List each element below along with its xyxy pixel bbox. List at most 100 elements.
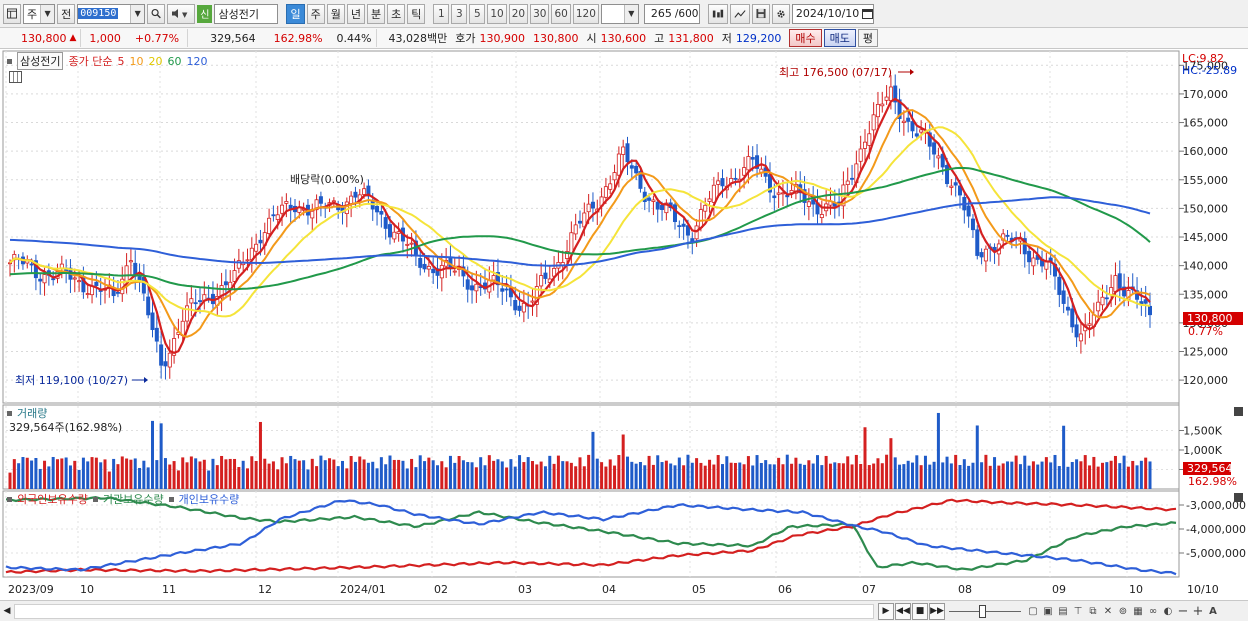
horizontal-scrollbar[interactable]: [14, 603, 874, 619]
price-tick-label: 175,000: [1183, 59, 1229, 72]
search-icon[interactable]: [147, 3, 166, 24]
volume-bar: [513, 466, 517, 489]
period-tab-day[interactable]: 일: [286, 3, 305, 24]
volume-bar: [56, 459, 59, 489]
copy-icon[interactable]: ⧉: [1089, 605, 1097, 617]
volume-bar: [915, 455, 919, 489]
volume-bar: [306, 469, 310, 489]
evaluate-button[interactable]: 평: [857, 29, 878, 47]
draw-icon[interactable]: [729, 3, 750, 24]
volume-bar: [297, 460, 301, 489]
rewind-icon[interactable]: ◀◀: [895, 602, 911, 620]
interval-3[interactable]: 3: [451, 3, 468, 24]
up-arrow-icon: ▲: [69, 33, 77, 43]
x-tick-label: 03: [518, 583, 532, 596]
interval-120[interactable]: 120: [572, 3, 599, 24]
stock-code-input[interactable]: 009150 ▼: [77, 3, 146, 24]
period-tab-month[interactable]: 월: [326, 3, 345, 24]
volume-bar: [159, 423, 163, 489]
candle-body: [362, 188, 367, 195]
volume-bar: [470, 462, 474, 489]
candle-body: [936, 155, 941, 159]
crosshair-icon[interactable]: ✕: [1103, 605, 1113, 617]
current-price-tag: [1183, 312, 1243, 325]
period-tab-year[interactable]: 년: [346, 3, 365, 24]
speaker-icon[interactable]: ▼: [167, 3, 196, 24]
gear-icon[interactable]: [771, 3, 790, 24]
candle-body: [1122, 286, 1127, 297]
candle-body: [353, 191, 358, 198]
date-input[interactable]: 2024/10/10: [791, 3, 875, 24]
interval-20[interactable]: 20: [508, 3, 529, 24]
candle-body: [806, 201, 811, 207]
volume-bar: [440, 461, 444, 489]
volume-bar: [962, 459, 966, 489]
grid-icon[interactable]: [9, 71, 22, 83]
layout-icon-3[interactable]: ▤: [1058, 605, 1068, 617]
price-panel[interactable]: [2, 50, 1180, 404]
font-size-button[interactable]: A: [1209, 605, 1217, 617]
interval-30[interactable]: 30: [530, 3, 550, 24]
volume-bar: [1049, 462, 1053, 489]
scroll-left-icon[interactable]: ◀: [3, 606, 11, 616]
interval-10[interactable]: 10: [487, 3, 507, 24]
period-tab-minute[interactable]: 분: [366, 3, 386, 24]
volume-bar: [1113, 455, 1117, 489]
volume-bar: [405, 468, 409, 489]
stop-icon[interactable]: ■: [912, 602, 928, 620]
stock-chart[interactable]: 120,000125,000130,000135,000140,000145,0…: [0, 49, 1248, 600]
stock-tag[interactable]: 삼성전기: [17, 52, 64, 70]
stock-name-select[interactable]: 삼성전기: [214, 3, 279, 24]
fast-forward-icon[interactable]: ▶▶: [929, 602, 945, 620]
volume-bar: [971, 462, 975, 489]
zoom-minus-button[interactable]: −: [1177, 603, 1189, 619]
ma10-line: [9, 109, 1151, 338]
calendar-icon[interactable]: [862, 8, 875, 19]
interval-60[interactable]: 60: [551, 3, 571, 24]
period-tab-second[interactable]: 초: [387, 3, 406, 24]
interval-1[interactable]: 1: [433, 3, 450, 24]
prev-button[interactable]: 전: [57, 3, 76, 24]
candle-body: [128, 260, 133, 263]
scroll-right-icon[interactable]: ▶: [878, 602, 894, 620]
candle-body: [77, 280, 82, 283]
camera-icon[interactable]: ▦: [1133, 605, 1143, 617]
sell-button[interactable]: 매도: [823, 29, 856, 47]
save-icon[interactable]: [751, 3, 770, 24]
volume-bar: [17, 463, 21, 489]
candle-body: [871, 114, 876, 131]
layout-icon-1[interactable]: ▢: [1028, 605, 1038, 617]
volume-bar: [828, 463, 832, 489]
volume-bar: [1001, 463, 1005, 489]
buy-button[interactable]: 매수: [789, 29, 822, 47]
window-icon[interactable]: [3, 3, 21, 24]
zoom-slider[interactable]: [949, 604, 1021, 619]
interval-5[interactable]: 5: [469, 3, 486, 24]
market-type-select[interactable]: 주 ▼: [23, 3, 56, 24]
volume-bar: [708, 459, 712, 489]
period-tab-tick[interactable]: 틱: [407, 3, 426, 24]
close-volume-panel-icon[interactable]: [1234, 407, 1243, 416]
link-icon[interactable]: ∞: [1148, 605, 1158, 617]
candle-body: [115, 291, 120, 294]
volume-bar: [505, 467, 509, 489]
palette-icon[interactable]: ◐: [1163, 605, 1173, 617]
close-holdings-panel-icon[interactable]: [1234, 493, 1243, 502]
magnet-icon[interactable]: ⊚: [1118, 605, 1128, 617]
layout-icon-2[interactable]: ▣: [1043, 605, 1053, 617]
data-count-input[interactable]: 265 /600: [643, 3, 700, 24]
volume-bar: [690, 462, 694, 489]
bid-price: 130,800: [532, 31, 579, 45]
zoom-slider-knob[interactable]: [979, 604, 986, 618]
candle-body: [677, 225, 682, 228]
measure-icon[interactable]: ⊤: [1073, 605, 1083, 617]
volume-subtitle: 329,564주(162.98%): [9, 421, 123, 434]
candle-body: [1057, 276, 1062, 295]
period-tab-week[interactable]: 주: [306, 3, 325, 24]
sync-icon[interactable]: [707, 3, 728, 24]
candle-body: [150, 312, 155, 331]
candle-body: [651, 199, 656, 202]
zoom-plus-button[interactable]: +: [1192, 603, 1204, 619]
candle-body: [94, 281, 99, 286]
custom-interval-input[interactable]: ▼: [600, 3, 639, 24]
